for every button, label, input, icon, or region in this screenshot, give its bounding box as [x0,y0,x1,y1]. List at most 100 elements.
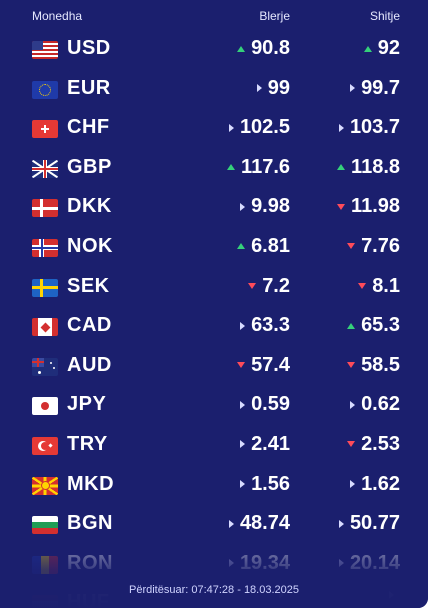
buy-value: 48.74 [239,512,290,535]
sell-rate: 2.53 [347,433,400,456]
trend-up-icon [237,45,246,52]
sell-rate: 20.14 [338,552,400,575]
trend-down-icon [347,362,356,369]
table-row: TRY 2.41 2.53 [0,426,428,466]
se-flag-icon [32,278,58,297]
sell-value: 65.3 [361,314,400,337]
buy-value: 63.3 [251,314,290,337]
sell-rate: 103.7 [338,116,400,139]
buy-value: 102.5 [239,116,290,139]
buy-rate: 7.2 [248,275,290,298]
tr-flag-icon [32,436,58,455]
rates-list: USD 90.8 92 EUR 99 99.7 CHF 102.5 103.7 GBP 117.6 1… [0,30,428,608]
sell-rate: 118.8 [337,156,400,179]
sell-rate: 11.98 [337,195,400,218]
buy-rate: 0.59 [240,393,290,416]
buy-value: 9.98 [251,195,290,218]
trend-same-icon [228,123,234,132]
table-row: GBP 117.6 118.8 [0,149,428,189]
table-row: CAD 63.3 65.3 [0,307,428,347]
trend-same-icon [240,440,246,449]
buy-value: 99 [267,76,290,99]
sell-value: 8.1 [372,274,400,297]
sell-value: 2.53 [361,432,400,455]
eu-flag-icon [32,80,58,99]
sell-rate: 92 [363,37,400,60]
buy-value: 90.8 [251,37,290,59]
hu-flag-icon [32,595,58,608]
buy-rate: 2.41 [240,433,290,456]
sell-rate: 1.62 [350,473,400,496]
us-flag-icon [32,41,58,59]
buy-rate: 6.81 [237,235,290,258]
buy-value: 6.81 [251,234,290,257]
sell-value: 11.98 [351,195,400,218]
sell-rate: 65.3 [347,314,400,337]
sell-value: 50.77 [349,512,400,535]
header-buy: Blerje [259,9,290,23]
currency-code: JPY [67,393,107,416]
sell-value: 92 [377,37,400,59]
buy-rate: 117.6 [227,156,290,179]
trend-same-icon [240,480,246,489]
buy-rate: 63.3 [240,314,290,337]
buy-rate: 1.56 [240,473,290,496]
dk-flag-icon [32,199,58,218]
currency-code: TRY [67,432,108,455]
trend-down-icon [248,283,257,290]
currency-code: AUD [67,353,112,376]
currency-code: SEK [67,274,110,297]
trend-up-icon [337,164,346,171]
buy-rate: 90.8 [237,37,290,60]
sell-value: 58.5 [361,353,400,376]
sell-rate: 50.77 [338,512,400,535]
sell-rate: 8.1 [358,275,400,298]
buy-rate: 9.98 [240,195,290,218]
table-row: NOK 6.81 7.76 [0,228,428,268]
currency-code: EUR [67,76,111,99]
no-flag-icon [32,238,58,257]
trend-same-icon [350,480,356,489]
sell-value: 7.76 [361,234,400,257]
table-row: MKD 1.56 1.62 [0,466,428,506]
currency-code: RON [67,551,113,574]
trend-same-icon [350,84,356,93]
buy-value: 1.56 [251,472,290,495]
ro-flag-icon [32,555,58,574]
table-row: CHF 102.5 103.7 [0,109,428,149]
bg-flag-icon [32,516,58,535]
trend-same-icon [240,400,246,409]
currency-code: NOK [67,234,113,257]
trend-up-icon [227,164,236,171]
buy-rate: 57.4 [237,354,290,377]
table-row: EUR 99 99.7 [0,70,428,110]
trend-up-icon [363,45,372,52]
trend-up-icon [237,243,246,250]
sell-value: 0.62 [361,393,400,416]
trend-same-icon [338,559,344,568]
trend-down-icon [358,283,367,290]
header-sell: Shitje [369,9,400,23]
table-header: Monedha Blerje Shitje [0,0,428,30]
sell-value: 103.7 [349,116,400,139]
trend-same-icon [228,559,234,568]
buy-rate: 102.5 [228,116,290,139]
trend-down-icon [237,362,246,369]
currency-code: GBP [67,155,112,178]
trend-same-icon [240,202,246,211]
trend-down-icon [347,441,356,448]
buy-rate: 19.34 [228,552,290,575]
buy-value: 2.41 [251,432,290,455]
currency-code: CAD [67,314,112,337]
sell-rate: 0.62 [350,393,400,416]
gb-flag-icon [32,159,58,178]
buy-rate: 99 [256,76,290,100]
sell-value: 99.7 [361,76,400,99]
table-row: JPY 0.59 0.62 [0,386,428,426]
buy-value: 57.4 [251,353,290,376]
sell-value: 1.62 [361,472,400,495]
buy-value: 117.6 [241,155,290,178]
table-row: SEK 7.2 8.1 [0,268,428,308]
table-row: BGN 48.74 50.77 [0,505,428,545]
trend-same-icon [256,84,262,93]
